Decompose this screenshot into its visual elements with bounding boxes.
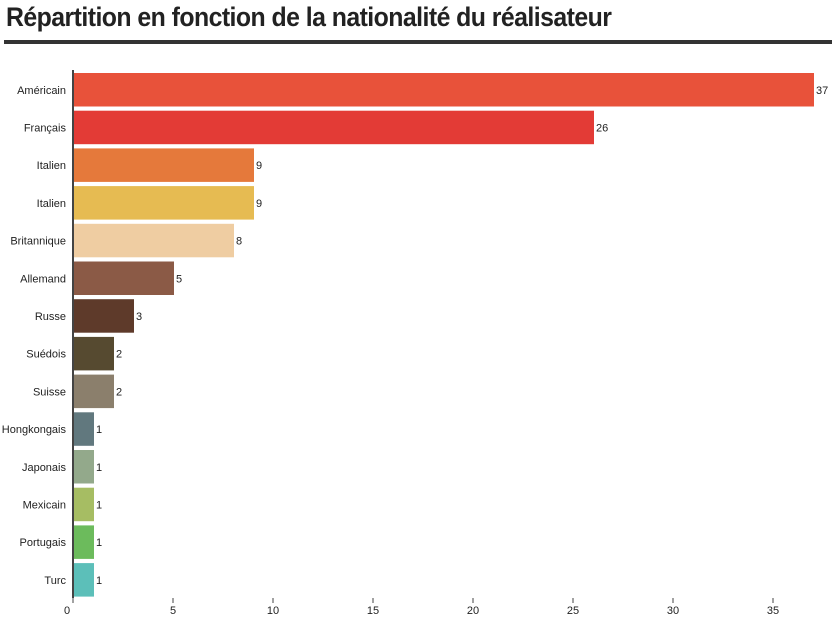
- bar-japonais-10: [74, 450, 94, 484]
- bar-russe-6: [74, 299, 134, 333]
- value-label-russe-6: 3: [136, 311, 142, 323]
- bar-mexicain-11: [74, 487, 94, 522]
- value-label-francais-1: 26: [596, 122, 608, 134]
- x-tick-label-35: 35: [767, 605, 779, 617]
- value-labels-group: 37 26 9 9 8 5 3 2 2 1 1 1 1 1: [96, 85, 828, 587]
- bar-americain-0: [74, 73, 814, 107]
- bars-group: [74, 73, 814, 597]
- x-tick-label-5: 5: [170, 605, 176, 617]
- title-underline: [4, 40, 832, 44]
- bar-francais-1: [74, 110, 594, 145]
- x-tick-label-30: 30: [667, 605, 679, 617]
- category-labels-group: Américain Français Italien Italien Britanniq…: [2, 85, 67, 587]
- category-label-hongkongais-9: Hongkongais: [2, 424, 67, 436]
- bar-britannique-4: [74, 223, 234, 258]
- bar-suedois-7: [74, 336, 114, 371]
- value-label-turc-13: 1: [96, 575, 102, 587]
- value-label-portugais-12: 1: [96, 537, 102, 549]
- value-label-italien-2: 9: [256, 160, 262, 172]
- bar-turc-13: [74, 563, 94, 597]
- category-label-allemand-5: Allemand: [20, 273, 66, 285]
- x-tick-label-0: 0: [64, 605, 70, 617]
- bar-italien-2: [74, 148, 254, 182]
- value-label-mexicain-11: 1: [96, 499, 102, 511]
- value-label-americain-0: 37: [816, 85, 828, 97]
- category-label-portugais-12: Portugais: [20, 537, 67, 549]
- category-label-russe-6: Russe: [35, 311, 66, 323]
- x-tick-label-10: 10: [267, 605, 279, 617]
- category-label-suedois-7: Suédois: [26, 349, 66, 361]
- bar-hongkongais-9: [74, 412, 94, 446]
- value-label-suedois-7: 2: [116, 349, 122, 361]
- x-axis: 0 5 10 15 20 25 30 35: [64, 70, 779, 617]
- x-tick-label-15: 15: [367, 605, 379, 617]
- value-label-italien-3: 9: [256, 198, 262, 210]
- value-label-allemand-5: 5: [176, 273, 182, 285]
- x-tick-label-20: 20: [467, 605, 479, 617]
- category-label-italien-3: Italien: [37, 198, 66, 210]
- category-label-suisse-8: Suisse: [33, 386, 66, 398]
- category-label-turc-13: Turc: [44, 575, 66, 587]
- category-label-japonais-10: Japonais: [22, 462, 67, 474]
- category-label-italien-2: Italien: [37, 160, 66, 172]
- category-label-americain-0: Américain: [17, 85, 66, 97]
- bar-portugais-12: [74, 525, 94, 559]
- bar-italien-3: [74, 186, 254, 220]
- value-label-japonais-10: 1: [96, 462, 102, 474]
- category-label-mexicain-11: Mexicain: [23, 499, 66, 511]
- x-tick-label-25: 25: [567, 605, 579, 617]
- category-label-britannique-4: Britannique: [10, 236, 66, 248]
- category-label-francais-1: Français: [24, 122, 67, 134]
- bar-suisse-8: [74, 374, 114, 409]
- chart-title: Répartition en fonction de la nationalit…: [6, 2, 612, 32]
- value-label-suisse-8: 2: [116, 386, 122, 398]
- bar-allemand-5: [74, 261, 174, 295]
- value-label-hongkongais-9: 1: [96, 424, 102, 436]
- value-label-britannique-4: 8: [236, 236, 242, 248]
